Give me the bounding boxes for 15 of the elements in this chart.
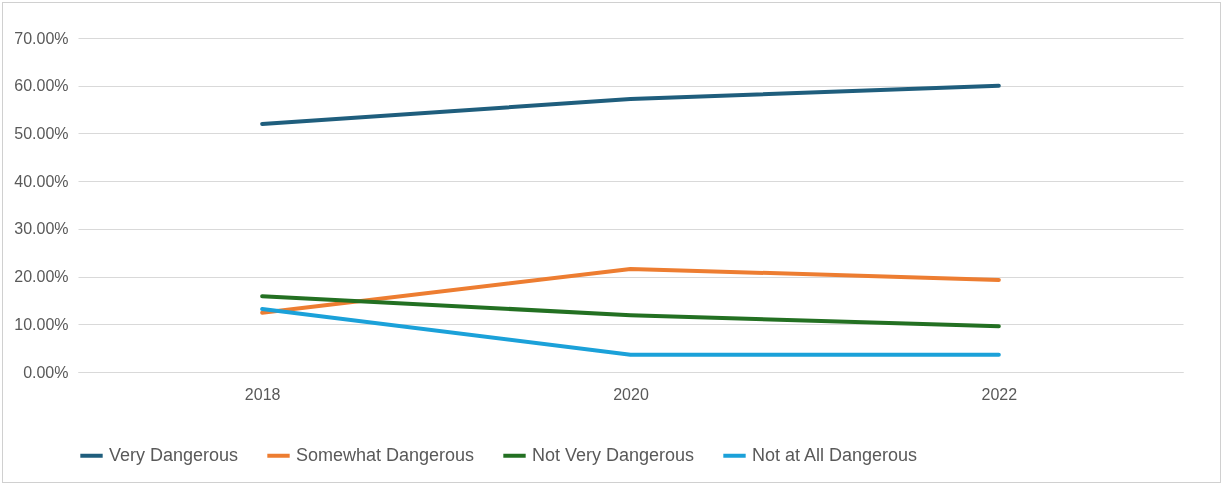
y-tick-label: 60.00% xyxy=(14,77,69,95)
y-tick-label: 10.00% xyxy=(14,315,69,333)
legend-label: Somewhat Dangerous xyxy=(296,444,475,465)
x-tick-label: 2018 xyxy=(244,385,281,403)
y-tick-label: 30.00% xyxy=(14,220,69,238)
y-tick-label: 20.00% xyxy=(14,268,69,286)
legend-label: Not Very Dangerous xyxy=(532,444,695,465)
legend-label: Not at All Dangerous xyxy=(752,444,918,465)
x-tick-label: 2022 xyxy=(981,385,1018,403)
legend-label: Very Dangerous xyxy=(109,444,239,465)
y-tick-label: 70.00% xyxy=(14,29,69,47)
y-tick-label: 50.00% xyxy=(14,124,69,142)
y-tick-label: 0.00% xyxy=(23,363,69,381)
y-tick-label: 40.00% xyxy=(14,172,69,190)
x-tick-label: 2020 xyxy=(613,385,649,403)
